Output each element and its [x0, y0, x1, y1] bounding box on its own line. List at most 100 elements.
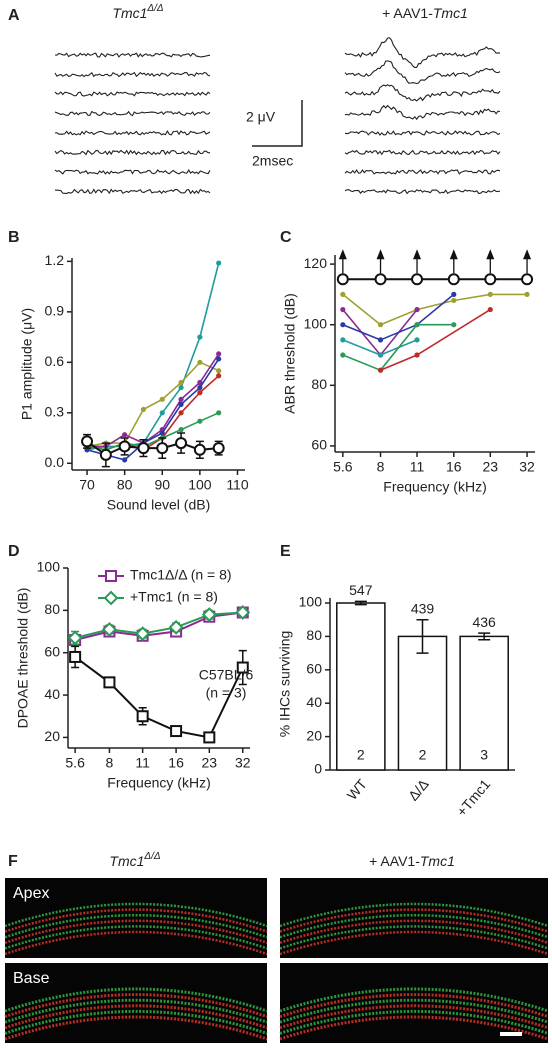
panel-label: B	[8, 229, 20, 246]
x-tick-label: 100	[188, 477, 212, 493]
vector: + AAV1-	[382, 5, 433, 21]
trace	[54, 129, 211, 136]
panel-label: F	[8, 853, 18, 870]
cell-row	[279, 987, 549, 1013]
point	[122, 457, 128, 463]
y-tick-label: 0.6	[45, 353, 65, 369]
series-line	[87, 353, 220, 448]
legend-marker	[105, 570, 117, 582]
x-tick-label: 11	[135, 755, 150, 771]
point	[67, 630, 83, 646]
error-bar	[354, 600, 367, 606]
row-label: Apex	[13, 885, 49, 902]
scale-y-label: 2 μV	[246, 109, 276, 125]
point	[414, 322, 420, 328]
bar	[397, 635, 448, 771]
point	[236, 661, 249, 674]
bar	[459, 635, 509, 771]
y-axis-label: DPOAE threshold (dB)	[15, 588, 31, 729]
point	[340, 306, 346, 313]
arrow-head	[486, 249, 495, 260]
point	[340, 352, 346, 358]
point	[451, 297, 457, 304]
point	[216, 260, 222, 266]
point	[122, 432, 128, 438]
panel-label: A	[8, 7, 20, 24]
y-axis-label: % IHCs surviving	[277, 631, 293, 738]
x-tick-label: 90	[154, 477, 170, 493]
point	[451, 322, 457, 328]
error-bar	[416, 618, 429, 654]
series-line	[342, 309, 418, 357]
x-axis-label: Frequency (kHz)	[383, 479, 486, 495]
micrograph	[280, 963, 548, 1043]
cell-row	[279, 919, 549, 944]
x-tick-label: 32	[235, 755, 251, 771]
y-tick-label: 0	[314, 761, 322, 777]
series-line	[342, 293, 527, 326]
scale-bar	[500, 1032, 522, 1036]
point	[197, 390, 203, 396]
series-line	[86, 262, 220, 451]
vector: + AAV1-	[369, 853, 420, 869]
point	[201, 607, 217, 623]
point	[69, 650, 82, 663]
point	[178, 401, 184, 407]
point	[159, 410, 165, 416]
series-annotation: (n = 3)	[206, 685, 247, 701]
x-tick-label: 5.6	[333, 459, 353, 475]
point	[336, 273, 349, 286]
point	[451, 291, 457, 297]
y-tick-label: 60	[311, 437, 327, 453]
point	[159, 396, 165, 402]
point	[216, 368, 222, 374]
x-tick-label: WT	[344, 776, 371, 803]
point	[487, 306, 493, 313]
cell-row	[279, 1015, 549, 1041]
x-axis-label: Sound level (dB)	[107, 497, 211, 513]
row-label: Base	[13, 970, 50, 987]
x-tick-label: 70	[79, 477, 95, 493]
point	[487, 291, 493, 297]
y-tick-label: 80	[44, 601, 60, 617]
point	[521, 273, 534, 286]
cell-row	[279, 930, 549, 956]
point	[178, 384, 184, 391]
point	[170, 725, 183, 738]
series-line	[342, 293, 455, 341]
cell-row	[4, 987, 268, 1013]
arrow-head	[413, 249, 422, 260]
cell-row	[4, 925, 268, 950]
series-line	[342, 323, 454, 372]
point	[118, 440, 131, 453]
point	[377, 352, 384, 358]
series-line	[86, 412, 220, 451]
point	[99, 448, 112, 461]
trace	[344, 37, 501, 69]
y-tick-label: 40	[306, 694, 322, 710]
image-title-right: + AAV1-Tmc1	[369, 853, 455, 869]
cell-row	[279, 914, 549, 939]
genotype-sup: Δ/Δ	[146, 3, 163, 14]
bar	[336, 602, 386, 771]
y-tick-label: 60	[306, 661, 322, 677]
point	[340, 291, 346, 297]
x-tick-label: 23	[483, 459, 499, 475]
gene: Tmc1	[433, 5, 468, 21]
point	[447, 273, 460, 286]
trace	[344, 104, 501, 121]
cell-row	[4, 993, 268, 1019]
cell-row	[4, 930, 268, 956]
x-tick-label: 16	[446, 459, 462, 475]
cell-row	[4, 1015, 268, 1041]
point	[216, 373, 222, 379]
trace	[54, 188, 211, 195]
y-tick-label: 0.0	[45, 454, 65, 470]
legend-marker	[103, 590, 119, 606]
y-tick-label: 100	[37, 559, 61, 575]
point	[178, 427, 184, 433]
point	[136, 710, 149, 723]
point	[377, 337, 384, 343]
y-tick-label: 40	[44, 686, 60, 702]
